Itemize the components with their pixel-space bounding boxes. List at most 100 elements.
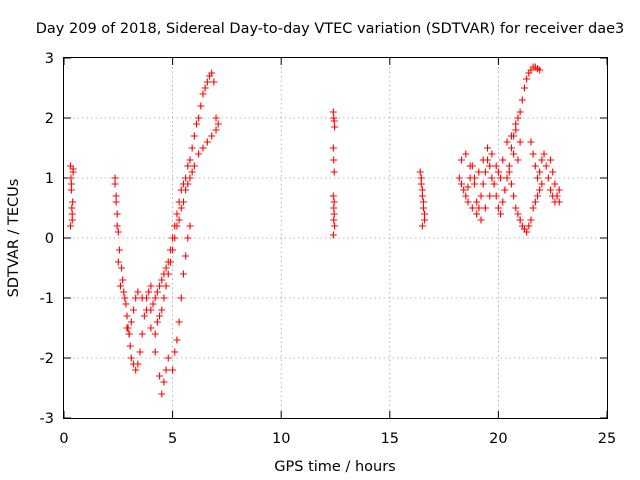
x-tick-label: 0 [59,431,68,447]
data-point [214,120,222,128]
data-point [114,258,122,266]
data-point [111,174,119,182]
data-point [512,204,520,212]
data-point [121,294,129,302]
data-point [208,132,216,140]
data-point [492,192,500,200]
data-point [479,180,487,188]
data-point [112,198,120,206]
data-point [533,174,541,182]
data-point [132,294,140,302]
data-point [330,117,338,125]
data-point [182,186,190,194]
data-point [212,126,220,134]
data-point [125,330,133,338]
data-point [527,216,535,224]
data-point [177,204,185,212]
data-point [464,183,472,191]
data-point [171,234,179,242]
data-point [111,180,119,188]
data-point [475,168,483,176]
x-tick-label: 10 [272,431,290,447]
data-point [329,192,337,200]
data-point [210,78,218,86]
data-point [462,150,470,158]
data-point [466,162,474,170]
data-point [184,162,192,170]
data-point [514,210,522,218]
data-point [468,204,476,212]
data-point [457,180,465,188]
data-point [186,156,194,164]
data-point [488,150,496,158]
data-point [116,282,124,290]
data-point [162,366,170,374]
data-point [115,246,123,254]
data-point [512,120,520,128]
data-point [67,174,75,182]
y-tick-label: -2 [40,351,54,367]
data-point [473,210,481,218]
data-point [536,66,544,74]
data-point [69,198,77,206]
data-point [544,174,552,182]
data-point [330,168,338,176]
data-point [516,216,524,224]
data-point [481,204,489,212]
data-point [507,144,515,152]
data-point [173,210,181,218]
data-point [122,300,130,308]
data-point [177,294,185,302]
data-point [192,120,200,128]
data-point [330,156,338,164]
data-point [203,138,211,146]
data-point [497,210,505,218]
data-point [330,198,338,206]
data-point [67,186,75,194]
data-point [160,378,168,386]
data-point [473,198,481,206]
data-point [113,222,121,230]
data-point [160,294,168,302]
data-point [477,192,485,200]
data-point [164,354,172,362]
data-point [477,216,485,224]
data-point [208,69,216,77]
data-point [331,123,339,131]
data-point [145,288,153,296]
data-point [555,198,563,206]
data-point [520,84,528,92]
data-point [523,228,531,236]
data-point [551,180,559,188]
data-point [418,222,426,230]
data-point [455,174,463,182]
data-point [421,210,429,218]
data-point [505,162,513,170]
data-point [153,318,161,326]
data-point [130,306,138,314]
data-point [510,150,518,158]
x-tick-label: 25 [598,431,616,447]
data-point [538,156,546,164]
data-point [499,156,507,164]
data-point [169,366,177,374]
data-point [419,204,427,212]
data-point [542,162,550,170]
data-point [134,360,142,368]
data-point [529,204,537,212]
data-series [67,63,563,398]
data-point [149,300,157,308]
data-point [330,204,338,212]
data-point [156,312,164,320]
data-point [419,198,427,206]
data-point [464,198,472,206]
data-point [536,168,544,176]
data-point [418,192,426,200]
data-point [553,192,561,200]
data-point [153,288,161,296]
data-point [329,108,337,116]
data-point [516,138,524,146]
x-tick-label: 20 [489,431,507,447]
data-point [462,192,470,200]
data-point [112,192,120,200]
